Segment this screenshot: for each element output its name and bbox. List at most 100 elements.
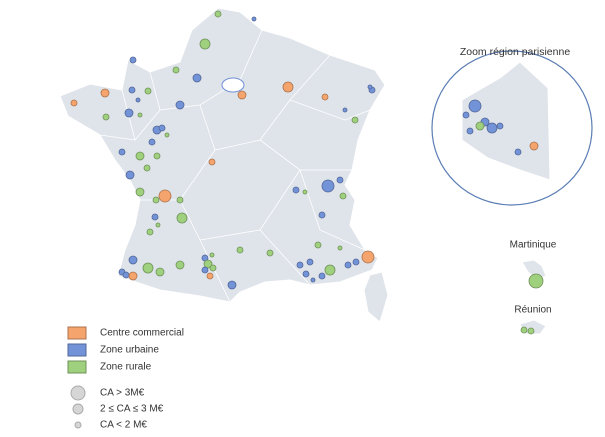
store-bubble xyxy=(251,16,257,22)
store-bubble xyxy=(466,127,474,135)
france-outline xyxy=(59,7,386,303)
store-bubble xyxy=(306,258,314,266)
store-bubble xyxy=(155,267,165,277)
legend-size xyxy=(72,403,84,415)
store-bubble xyxy=(142,262,154,274)
legend-swatch xyxy=(67,326,87,340)
store-bubble xyxy=(153,152,161,160)
store-bubble xyxy=(125,170,135,180)
legend-label: Zone rurale xyxy=(100,362,152,373)
corsica xyxy=(363,271,389,323)
store-bubble xyxy=(336,176,344,184)
store-bubble xyxy=(514,148,522,156)
store-bubble xyxy=(324,264,336,276)
store-bubble xyxy=(129,56,137,64)
legend-size xyxy=(70,385,86,401)
store-bubble xyxy=(318,272,326,280)
store-bubble xyxy=(135,151,145,161)
store-bubble xyxy=(155,222,161,228)
store-bubble xyxy=(292,186,300,194)
store-bubble xyxy=(475,121,485,131)
store-bubble xyxy=(527,327,535,335)
legend: Centre commercial Zone urbaine Zone rurale… xyxy=(67,326,184,431)
store-bubble xyxy=(143,164,151,172)
store-bubble xyxy=(321,179,335,193)
store-bubble xyxy=(203,259,213,269)
store-bubble xyxy=(352,258,360,266)
store-bubble xyxy=(128,255,138,265)
store-bubble xyxy=(199,38,211,50)
store-bubble xyxy=(302,189,308,195)
legend-label: Zone urbaine xyxy=(100,345,159,356)
store-bubble xyxy=(151,213,159,221)
store-bubble xyxy=(124,108,134,118)
store-bubble xyxy=(128,86,136,94)
store-bubble xyxy=(208,158,216,166)
store-bubble xyxy=(237,90,247,100)
store-bubble xyxy=(146,228,154,236)
store-bubble xyxy=(528,273,544,289)
store-bubble xyxy=(486,122,498,134)
legend-label: Centre commercial xyxy=(100,328,184,339)
inset-title: Zoom région parisienne xyxy=(460,46,570,58)
store-bubble xyxy=(282,81,294,93)
store-bubble xyxy=(135,187,145,197)
store-bubble xyxy=(118,148,126,156)
store-bubble xyxy=(122,271,130,279)
store-bubble xyxy=(367,84,373,90)
inset-shape xyxy=(461,61,551,181)
legend-label: CA < 2 M€ xyxy=(100,420,147,431)
store-bubble xyxy=(172,66,180,74)
legend-label: CA > 3M€ xyxy=(100,388,145,399)
store-bubble xyxy=(314,241,322,249)
legend-swatch xyxy=(67,343,87,357)
store-bubble xyxy=(152,196,160,204)
store-bubble xyxy=(158,189,172,203)
store-bubble xyxy=(209,252,215,258)
store-bubble xyxy=(266,249,274,257)
store-bubble xyxy=(158,124,166,132)
store-bubble xyxy=(344,261,352,269)
store-bubble xyxy=(128,271,138,281)
store-bubble xyxy=(206,272,214,280)
store-bubble xyxy=(214,10,222,18)
overseas-label: Réunion xyxy=(514,305,551,316)
store-bubble xyxy=(296,261,304,269)
store-bubble xyxy=(201,266,209,274)
store-bubble xyxy=(236,246,244,254)
store-bubble xyxy=(462,111,470,119)
store-bubble xyxy=(209,264,217,272)
store-bubble xyxy=(175,260,185,270)
bubbles xyxy=(70,10,544,335)
store-bubble xyxy=(321,93,329,101)
store-bubble xyxy=(520,326,528,334)
store-bubble xyxy=(361,250,375,264)
store-bubble xyxy=(175,100,185,110)
store-bubble xyxy=(144,87,152,95)
store-bubble xyxy=(137,112,143,118)
overseas-label: Martinique xyxy=(510,240,557,251)
region-borders xyxy=(99,29,371,303)
legend-size xyxy=(74,421,82,429)
store-bubble xyxy=(468,99,482,113)
store-bubble xyxy=(70,99,78,107)
store-bubble xyxy=(135,97,141,103)
paris-inset: Zoom région parisienne xyxy=(431,46,593,206)
store-bubble xyxy=(192,73,202,83)
store-bubble xyxy=(148,138,156,146)
store-bubble xyxy=(342,107,348,113)
store-bubble xyxy=(302,270,310,278)
store-bubble xyxy=(310,277,316,283)
store-bubble xyxy=(351,116,359,124)
store-bubble xyxy=(529,141,539,151)
france-map xyxy=(59,7,389,323)
store-bubble xyxy=(100,88,110,98)
store-bubble xyxy=(102,113,110,121)
store-bubble xyxy=(176,196,184,204)
store-bubble xyxy=(164,132,170,138)
store-bubble xyxy=(337,245,343,251)
paris-marker xyxy=(221,77,245,93)
store-bubble xyxy=(227,280,237,290)
store-bubble xyxy=(176,212,188,224)
